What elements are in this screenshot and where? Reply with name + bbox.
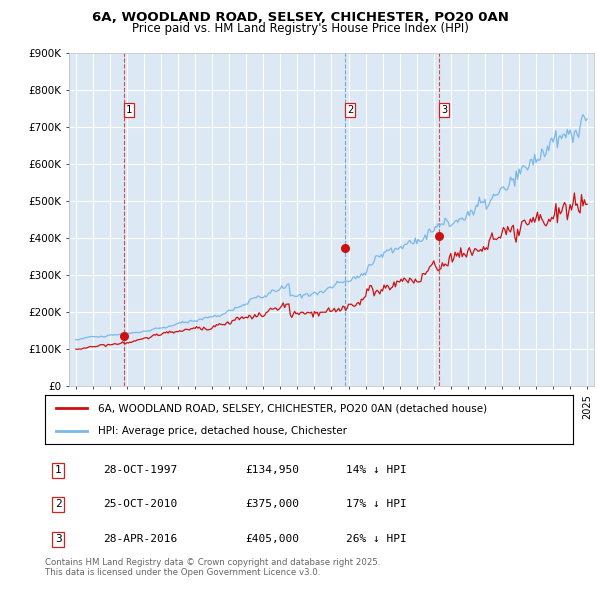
Text: 1: 1 [126,105,133,115]
Text: 26% ↓ HPI: 26% ↓ HPI [346,535,407,545]
Text: £134,950: £134,950 [245,466,299,475]
Text: 17% ↓ HPI: 17% ↓ HPI [346,499,407,509]
Text: 6A, WOODLAND ROAD, SELSEY, CHICHESTER, PO20 0AN: 6A, WOODLAND ROAD, SELSEY, CHICHESTER, P… [92,11,508,24]
Text: 25-OCT-2010: 25-OCT-2010 [103,499,178,509]
Text: 3: 3 [55,535,62,545]
Text: 14% ↓ HPI: 14% ↓ HPI [346,466,407,475]
Text: 2: 2 [55,499,62,509]
Text: 3: 3 [441,105,448,115]
Text: Contains HM Land Registry data © Crown copyright and database right 2025.
This d: Contains HM Land Registry data © Crown c… [45,558,380,577]
Text: 2: 2 [347,105,353,115]
Text: 28-APR-2016: 28-APR-2016 [103,535,178,545]
Text: 6A, WOODLAND ROAD, SELSEY, CHICHESTER, PO20 0AN (detached house): 6A, WOODLAND ROAD, SELSEY, CHICHESTER, P… [98,404,487,414]
Text: £405,000: £405,000 [245,535,299,545]
Text: 1: 1 [55,466,62,475]
Text: 28-OCT-1997: 28-OCT-1997 [103,466,178,475]
Text: £375,000: £375,000 [245,499,299,509]
Text: Price paid vs. HM Land Registry's House Price Index (HPI): Price paid vs. HM Land Registry's House … [131,22,469,35]
Text: HPI: Average price, detached house, Chichester: HPI: Average price, detached house, Chic… [98,427,347,437]
